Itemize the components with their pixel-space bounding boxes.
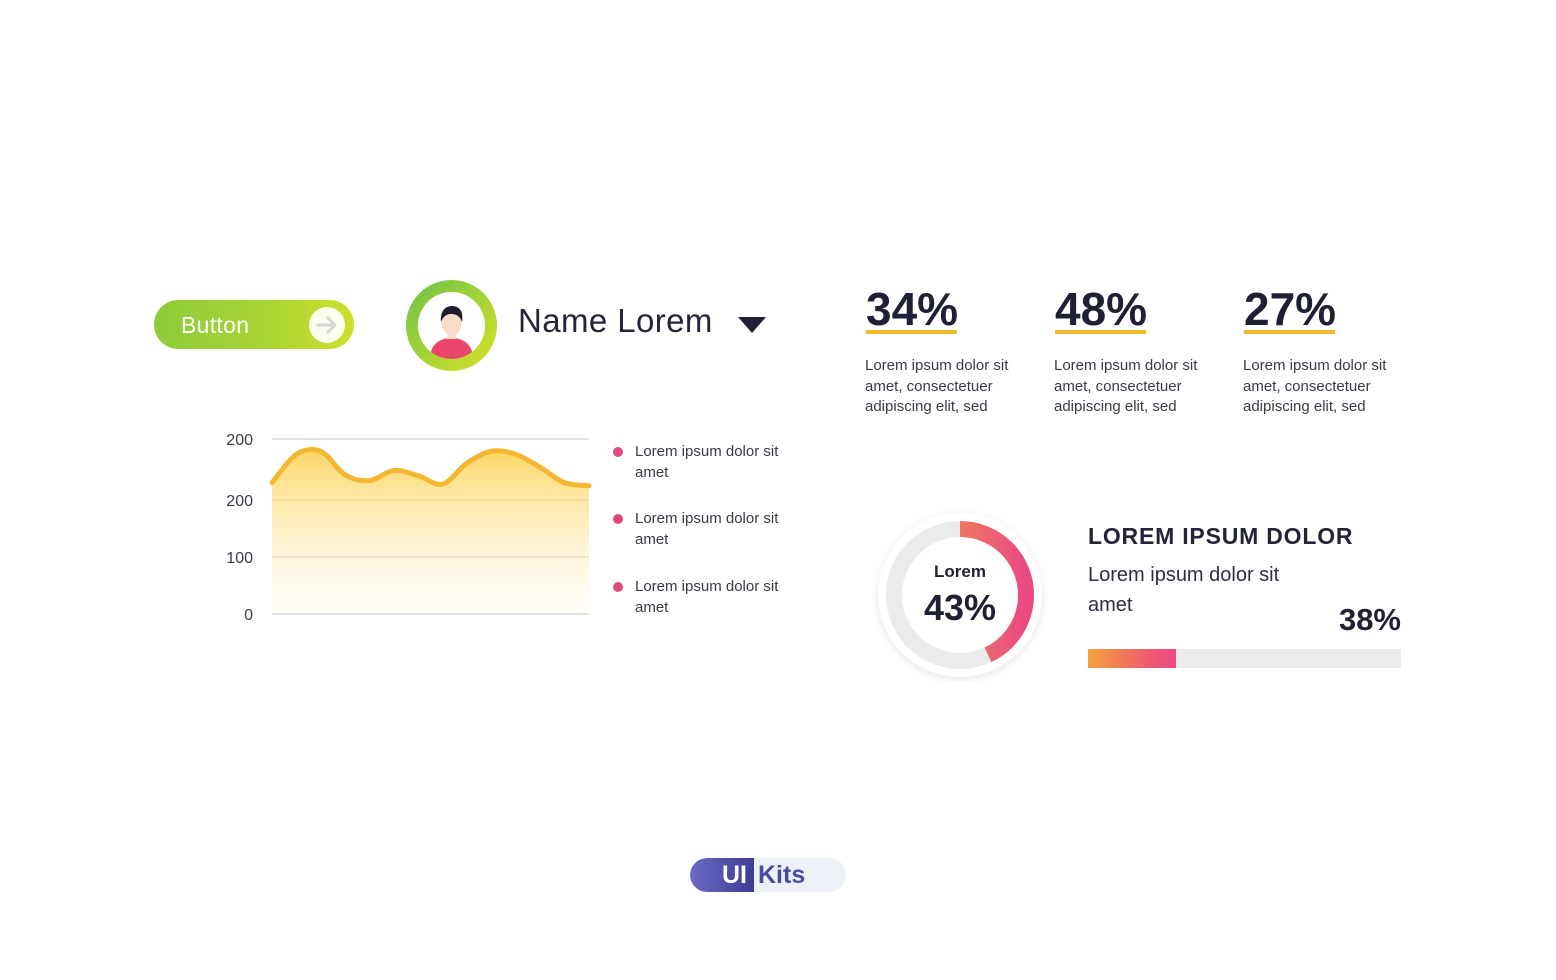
progress-value: 38%	[1338, 602, 1401, 637]
watermark-right-text: Kits	[758, 861, 806, 889]
donut-value: 43%	[923, 587, 997, 628]
stat-underline	[1244, 330, 1335, 334]
avatar[interactable]	[406, 280, 497, 371]
legend-dot	[613, 582, 623, 592]
profile-name: Name Lorem	[518, 302, 713, 339]
area-chart: 200 200 100 0	[226, 432, 592, 624]
y-tick-label: 100	[226, 550, 253, 567]
donut-base	[878, 513, 1042, 677]
stat-value: 34%	[866, 283, 959, 335]
stat-description: Lorem ipsum dolor sit amet, consectetuer…	[1243, 357, 1387, 415]
arrow-right-icon	[309, 307, 345, 343]
donut-chart	[878, 513, 1042, 677]
user-avatar-icon	[418, 292, 485, 359]
donut-arc	[886, 521, 1034, 669]
y-tick-label: 200	[226, 493, 253, 510]
stat-description: Lorem ipsum dolor sit amet, consectetuer…	[1054, 357, 1198, 415]
caret-down-icon[interactable]	[737, 316, 767, 334]
legend-dot	[613, 447, 623, 457]
legend-item: Lorem ipsum dolor sit amet	[635, 443, 779, 481]
progress-bar	[1088, 649, 1401, 668]
primary-button[interactable]: Button	[154, 300, 354, 349]
series-line	[269, 446, 592, 489]
progress-fill	[1088, 649, 1176, 668]
legend-item: Lorem ipsum dolor sit amet	[635, 510, 779, 548]
watermark-left-bg	[690, 858, 754, 892]
area-fill	[272, 449, 589, 614]
card-title: LOREM IPSUM DOLOR	[1088, 523, 1354, 549]
watermark-left-text: UI	[722, 861, 747, 889]
legend-item: Lorem ipsum dolor sit amet	[635, 578, 779, 616]
y-tick-label: 0	[244, 607, 253, 624]
stat-value: 48%	[1055, 283, 1148, 335]
legend-dot	[613, 514, 623, 524]
card-description: Lorem ipsum dolor sit amet	[1088, 564, 1280, 616]
donut-label: Lorem	[934, 562, 986, 581]
stat-value: 27%	[1244, 283, 1337, 335]
y-tick-label: 200	[226, 432, 253, 449]
stat-underline	[866, 330, 957, 334]
stat-underline	[1055, 330, 1146, 334]
stat-description: Lorem ipsum dolor sit amet, consectetuer…	[865, 357, 1009, 415]
watermark-badge: UI Kits	[690, 858, 846, 892]
button-label: Button	[181, 312, 250, 338]
